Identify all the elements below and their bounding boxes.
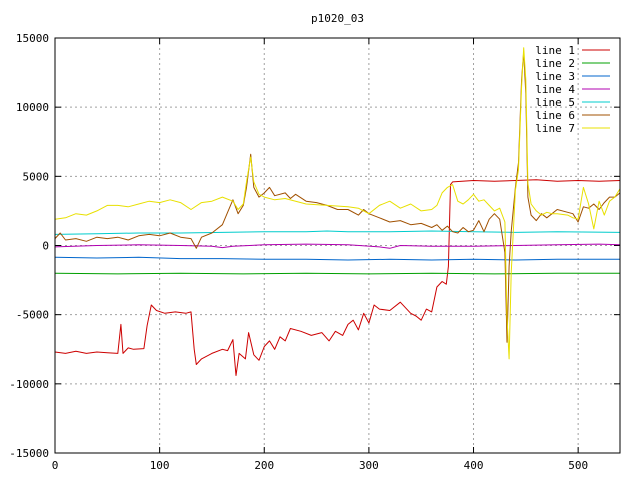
legend-label-7: line 7 [535, 122, 575, 135]
x-axis: 0 100 200 300 400 500 [52, 38, 588, 472]
x-tick-label: 300 [359, 459, 379, 472]
plot-frame [54, 37, 621, 454]
y-tick-label: 5000 [23, 170, 50, 183]
x-tick-label: 500 [568, 459, 588, 472]
series-line-4 [54, 243, 621, 249]
series-line-6 [54, 51, 621, 343]
legend-label-1: line 1 [535, 44, 575, 57]
legend-label-6: line 6 [535, 109, 575, 122]
y-tick-label: -15000 [9, 447, 49, 460]
y-axis: -15000 -10000 -5000 0 5000 10000 15000 [9, 32, 620, 460]
series-group [54, 47, 621, 376]
legend-label-3: line 3 [535, 70, 575, 83]
legend-label-4: line 4 [535, 83, 575, 96]
series-line-1 [54, 179, 621, 376]
y-tick-label: 0 [42, 240, 49, 253]
series-line-7 [54, 47, 621, 360]
chart-title: p1020_03 [311, 12, 364, 25]
y-tick-label: 10000 [16, 101, 49, 114]
x-tick-label: 200 [254, 459, 274, 472]
legend-label-2: line 2 [535, 57, 575, 70]
y-tick-label: -5000 [16, 309, 49, 322]
x-tick-label: 100 [150, 459, 170, 472]
x-tick-label: 400 [464, 459, 484, 472]
series-line-3 [54, 256, 620, 261]
y-tick-label: 15000 [16, 32, 49, 45]
legend-label-5: line 5 [535, 96, 575, 109]
y-tick-label: -10000 [9, 378, 49, 391]
x-tick-label: 0 [52, 459, 59, 472]
series-line-2 [54, 272, 620, 275]
